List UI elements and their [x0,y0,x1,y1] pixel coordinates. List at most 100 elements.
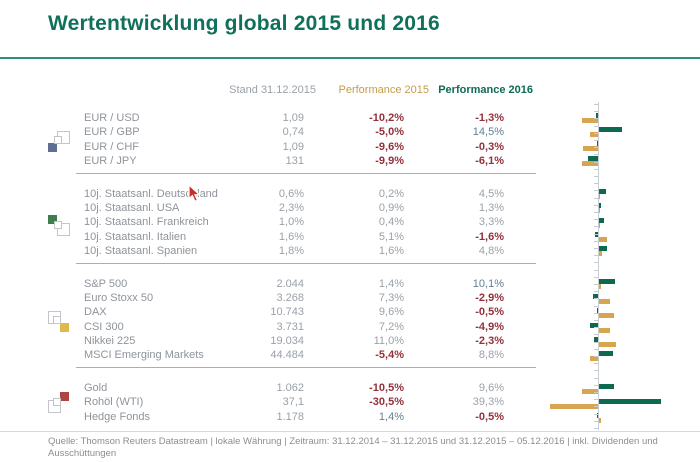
cell-p2016: -1,6% [475,230,504,243]
cell-p2015: -30,5% [369,396,404,409]
axis-tick [594,161,598,163]
bar-performance-2015 [599,284,602,290]
bar-performance-2016 [590,322,598,328]
cell-stand: 44.484 [270,349,304,362]
cell-p2016: 14,5% [472,126,504,139]
cell-label: Hedge Fonds [84,410,151,423]
bar-performance-2015 [599,341,617,347]
axis-tick [594,320,598,321]
axis-tick [594,255,598,257]
bar-performance-2015 [599,298,611,304]
cell-p2015: 1,4% [378,410,404,423]
axis-tick [594,356,598,357]
cell-p2015: -9,6% [375,140,404,153]
bar-performance-2015 [599,251,602,257]
cell-stand: 1,8% [278,245,304,258]
page-title: Wertentwicklung global 2015 und 2016 [48,12,440,35]
axis-tick [594,212,598,213]
cell-p2015: 0,4% [378,216,404,229]
axis-tick [594,363,598,365]
axis-tick [594,226,598,228]
table-row: 10j. Staatsanl. Italien 1,6% 5,1% -1,6% [84,230,536,244]
table-row: CSI 300 3.731 7,2% -4,9% [84,320,536,334]
cell-label: Rohöl (WTI) [84,396,144,409]
bar-performance-2016 [599,126,622,132]
axis-tick [594,420,598,422]
bar-performance-2015 [599,222,600,228]
bar-performance-2016 [599,351,613,357]
axis-tick [594,176,598,177]
equity-indices-icon [46,310,72,334]
bar-performance-2016 [594,336,598,342]
bar-performance-2015 [599,208,601,214]
cell-p2016: -0,5% [475,410,504,423]
column-header-performance-2015: Performance 2015 [338,84,430,96]
column-header-stand: Stand 31.12.2015 [229,84,316,96]
cell-p2015: 9,6% [378,306,404,319]
table-row: Hedge Fonds 1.178 1,4% -0,5% [84,410,536,424]
table-row: MSCI Emerging Markets 44.484 -5,4% 8,8% [84,348,536,362]
cell-stand: 1.062 [276,381,304,394]
cell-stand: 10.743 [270,306,304,319]
cell-stand: 37,1 [282,396,304,409]
cell-p2015: 7,3% [378,291,404,304]
title-divider [0,57,700,59]
bar-performance-2016 [599,398,661,404]
cell-label: CSI 300 [84,320,124,333]
table-row: EUR / CHF 1,09 -9,6% -0,3% [84,140,536,154]
cell-p2015: 1,6% [378,245,404,258]
cell-stand: 1,6% [278,230,304,243]
axis-tick [594,111,598,113]
cell-stand: 1,0% [278,216,304,229]
bar-performance-2016 [597,141,598,147]
table-row: 10j. Staatsanl. USA 2,3% 0,9% 1,3% [84,201,536,215]
cell-label: 10j. Staatsanl. Frankreich [84,216,209,229]
mouse-cursor-icon [188,184,201,203]
bar-performance-2016 [599,246,607,252]
axis-tick [594,428,598,429]
cell-label: DAX [84,306,107,319]
cell-label: 10j. Staatsanl. USA [84,201,180,214]
cell-p2016: 9,6% [478,381,504,394]
cell-p2016: -2,9% [475,291,504,304]
block-divider [76,262,536,264]
axis-tick [594,413,598,415]
axis-tick [594,262,598,264]
table-row: DAX 10.743 9,6% -0,5% [84,305,536,319]
axis-tick [594,125,598,127]
axis-tick [594,233,598,235]
bar-performance-2016 [595,112,598,118]
bar-performance-2016 [597,413,598,419]
bar-performance-2015 [599,193,600,199]
source-note: Quelle: Thomson Reuters Datastream | lok… [48,436,658,459]
axis-tick [594,269,598,271]
cell-p2015: -9,9% [375,155,404,168]
axis-tick [594,291,598,293]
table-row: Rohöl (WTI) 37,1 -30,5% 39,3% [84,395,536,409]
table-block: 10j. Staatsanl. Deutschland 0,6% 0,2% 4,5% 1… [44,187,536,264]
cell-p2016: 4,8% [478,245,504,258]
axis-tick [594,384,598,386]
block-divider [76,172,536,174]
axis-tick [594,399,598,401]
cell-p2015: 11,0% [373,335,404,348]
zero-axis-line [598,102,599,430]
axis-tick [594,183,598,185]
table-row: 10j. Staatsanl. Deutschland 0,6% 0,2% 4,5% [84,187,536,201]
axis-tick [594,104,598,105]
cell-stand: 1.178 [276,410,304,423]
cell-p2016: -4,9% [475,320,504,333]
cell-p2015: 0,2% [378,187,404,200]
axis-tick [594,204,598,206]
table-row: Euro Stoxx 50 3.268 7,3% -2,9% [84,291,536,305]
axis-tick [594,168,598,170]
cell-stand: 0,6% [278,187,304,200]
table-body: EUR / USD 1,09 -10,2% -1,3% EUR / GBP 0,74 -5,… [44,111,536,437]
cell-p2015: 7,2% [378,320,404,333]
axis-tick [594,147,598,149]
bar-performance-2016 [593,293,598,299]
table-block: Gold 1.062 -10,5% 9,6% Rohöl (WTI) 37,1 -30,5%… [44,381,536,424]
table-row: Gold 1.062 -10,5% 9,6% [84,381,536,395]
cell-label: Nikkei 225 [84,335,136,348]
column-header-performance-2016: Performance 2016 [438,84,533,96]
